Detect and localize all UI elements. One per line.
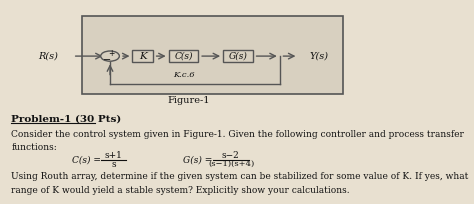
Text: +: + [109, 49, 115, 58]
Text: s−2: s−2 [222, 151, 239, 160]
Text: Problem-1 (30 Pts): Problem-1 (30 Pts) [11, 115, 121, 124]
Text: K.c.6: K.c.6 [173, 71, 194, 80]
Bar [82, 16, 343, 94]
Text: range of K would yield a stable system? Explicitly show your calculations.: range of K would yield a stable system? … [11, 186, 350, 195]
Text: functions:: functions: [11, 143, 57, 152]
Text: G(s) =: G(s) = [183, 156, 212, 165]
Text: G(s): G(s) [228, 52, 247, 61]
Text: −: − [103, 55, 111, 65]
Text: (s−1)(s+4): (s−1)(s+4) [208, 160, 255, 168]
Text: Y(s): Y(s) [310, 52, 328, 61]
Text: R(s): R(s) [38, 52, 58, 61]
Bar [169, 50, 199, 62]
Text: Consider the control system given in Figure-1. Given the following controller an: Consider the control system given in Fig… [11, 130, 464, 139]
Text: Using Routh array, determine if the given system can be stabilized for some valu: Using Routh array, determine if the give… [11, 172, 469, 181]
Text: s+1: s+1 [105, 151, 123, 160]
Bar [223, 50, 253, 62]
Text: K: K [139, 52, 147, 61]
Text: Figure-1: Figure-1 [167, 96, 210, 105]
Text: s: s [111, 160, 116, 169]
Bar [132, 50, 153, 62]
Circle shape [100, 51, 119, 61]
Text: C(s): C(s) [174, 52, 193, 61]
Text: C(s) =: C(s) = [72, 156, 100, 165]
